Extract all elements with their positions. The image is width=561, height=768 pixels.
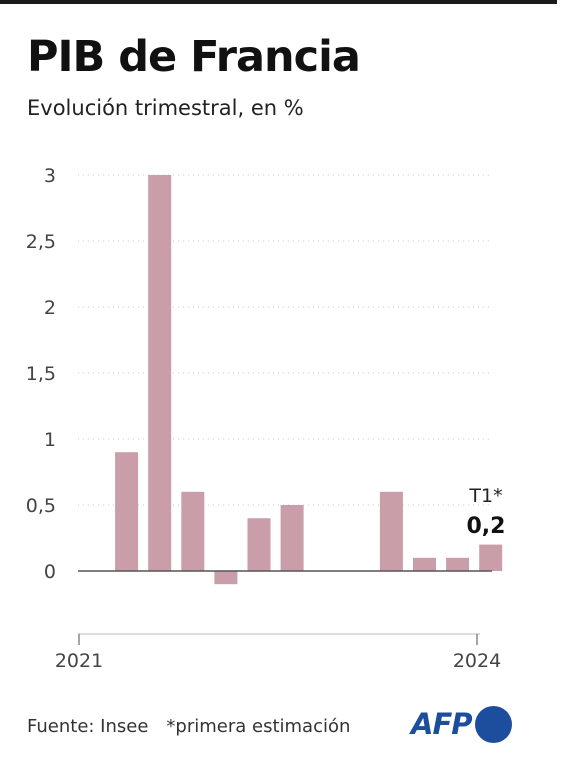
footer: Fuente: Insee *primera estimación <box>27 716 350 737</box>
y-tick-label: 1 <box>44 429 56 451</box>
bar <box>413 557 436 571</box>
y-tick-label: 2,5 <box>26 231 56 253</box>
footnote-text: *primera estimación <box>166 716 351 737</box>
bar <box>479 544 503 571</box>
annotation-label: T1* <box>468 485 502 507</box>
afp-logo: AFP <box>411 702 512 746</box>
bar <box>247 518 271 571</box>
bar <box>148 175 172 571</box>
bar <box>446 557 470 571</box>
bar-chart: 00,511,522,53 2021 2024 T1*0,2 <box>26 165 506 672</box>
grid-lines <box>78 174 492 506</box>
y-axis-labels: 0 0,5 1 1,5 2 2,5 3 <box>26 165 56 583</box>
bars <box>115 175 503 585</box>
y-tick-label: 0,5 <box>26 495 56 517</box>
bar <box>115 452 139 571</box>
top-rule <box>0 0 557 4</box>
bar <box>379 491 403 571</box>
x-tick-label: 2024 <box>453 650 501 672</box>
x-tick-label: 2021 <box>55 650 103 672</box>
source-text: Fuente: Insee <box>27 716 149 737</box>
bar <box>214 571 238 585</box>
afp-logo-dot-icon <box>474 705 512 743</box>
y-tick-label: 1,5 <box>26 363 56 385</box>
x-axis: 2021 2024 <box>55 633 501 672</box>
bar <box>181 491 205 571</box>
bar <box>280 505 304 571</box>
y-tick-label: 3 <box>44 165 56 187</box>
chart-subtitle: Evolución trimestral, en % <box>27 96 304 120</box>
chart-title: PIB de Francia <box>27 32 361 82</box>
afp-logo-text: AFP <box>411 707 473 741</box>
annotation-value: 0,2 <box>467 514 506 539</box>
y-tick-label: 2 <box>44 297 56 319</box>
annotation: T1*0,2 <box>467 485 506 539</box>
y-tick-label: 0 <box>44 561 56 583</box>
